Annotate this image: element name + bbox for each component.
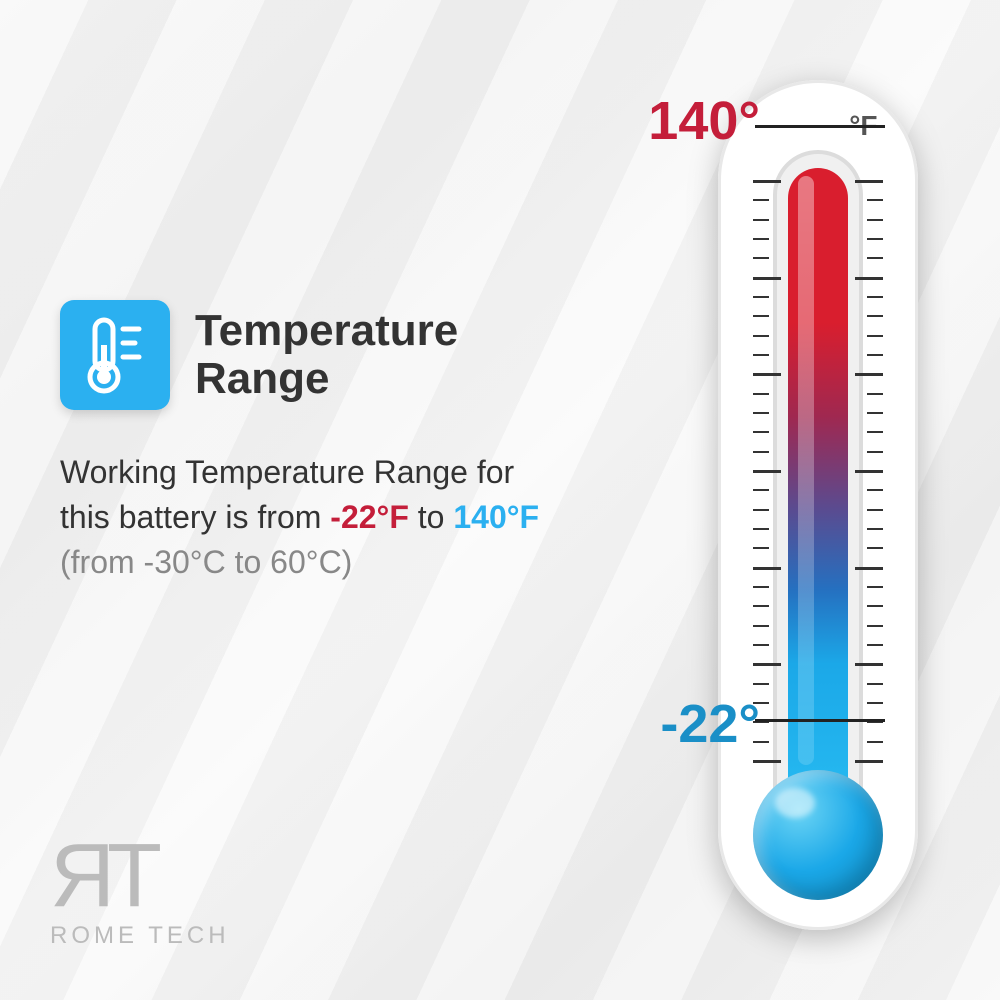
title-line-2: Range	[195, 354, 329, 403]
brand-logo: ЯT ROME TECH	[50, 836, 230, 950]
content-panel: Temperature Range Working Temperature Ra…	[60, 300, 560, 584]
description: Working Temperature Range for this batte…	[60, 450, 560, 584]
title: Temperature Range	[195, 307, 458, 404]
high-temp-line	[755, 125, 885, 128]
low-temp-value: -22°	[660, 693, 760, 755]
cold-temp: -22°F	[330, 499, 409, 535]
logo-text: ROME TECH	[50, 922, 230, 950]
thermometer-icon	[60, 300, 170, 410]
hot-temp: 140°F	[453, 499, 539, 535]
thermometer-body: °F	[718, 80, 918, 930]
thermometer-bulb	[753, 770, 883, 900]
celsius-range: (from -30°C to 60°C)	[60, 544, 352, 580]
title-line-1: Temperature	[195, 306, 458, 355]
high-temp-label: 140°	[648, 90, 760, 152]
low-temp-label: -22°	[660, 693, 760, 755]
desc-mid: to	[409, 499, 453, 535]
thermometer: °F	[695, 80, 940, 950]
high-temp-value: 140°	[648, 90, 760, 152]
thermometer-ticks	[753, 180, 883, 760]
low-temp-line	[755, 719, 885, 722]
title-row: Temperature Range	[60, 300, 560, 410]
logo-mark: ЯT	[50, 836, 230, 917]
